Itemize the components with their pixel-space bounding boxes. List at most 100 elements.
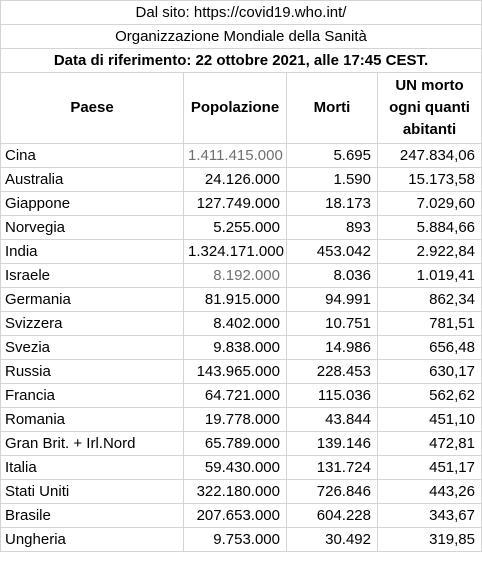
org-row: Organizzazione Mondiale della Sanità xyxy=(0,24,482,49)
source-row: Dal sito: https://covid19.who.int/ xyxy=(0,0,482,25)
deaths-cell[interactable]: 604.228 xyxy=(286,503,378,528)
population-cell[interactable]: 65.789.000 xyxy=(183,431,287,456)
deaths-cell[interactable]: 94.991 xyxy=(286,287,378,312)
ratio-cell[interactable]: 451,17 xyxy=(377,455,482,480)
deaths-cell[interactable]: 726.846 xyxy=(286,479,378,504)
deaths-cell[interactable]: 453.042 xyxy=(286,239,378,264)
ratio-cell[interactable]: 343,67 xyxy=(377,503,482,528)
population-cell[interactable]: 9.838.000 xyxy=(183,335,287,360)
reference-date-row: Data di riferimento: 22 ottobre 2021, al… xyxy=(0,48,482,73)
header-country[interactable]: Paese xyxy=(0,72,184,144)
deaths-cell[interactable]: 14.986 xyxy=(286,335,378,360)
ratio-cell[interactable]: 5.884,66 xyxy=(377,215,482,240)
header-ratio-line3: abitanti xyxy=(402,121,457,138)
deaths-cell[interactable]: 5.695 xyxy=(286,143,378,168)
population-cell[interactable]: 127.749.000 xyxy=(183,191,287,216)
ratio-cell[interactable]: 862,34 xyxy=(377,287,482,312)
ratio-cell[interactable]: 630,17 xyxy=(377,359,482,384)
deaths-cell[interactable]: 10.751 xyxy=(286,311,378,336)
country-cell[interactable]: Brasile xyxy=(0,503,184,528)
country-cell[interactable]: Italia xyxy=(0,455,184,480)
table-row: Svezia 9.838.000 14.986 656,48 xyxy=(0,335,482,360)
ratio-cell[interactable]: 319,85 xyxy=(377,527,482,552)
ratio-cell[interactable]: 656,48 xyxy=(377,335,482,360)
header-deaths[interactable]: Morti xyxy=(286,72,378,144)
table-row: Cina 1.411.415.000 5.695 247.834,06 xyxy=(0,143,482,168)
table-row: Germania 81.915.000 94.991 862,34 xyxy=(0,287,482,312)
deaths-cell[interactable]: 228.453 xyxy=(286,359,378,384)
org-cell[interactable]: Organizzazione Mondiale della Sanità xyxy=(0,24,482,49)
ratio-cell[interactable]: 1.019,41 xyxy=(377,263,482,288)
population-cell[interactable]: 24.126.000 xyxy=(183,167,287,192)
table-row: Ungheria 9.753.000 30.492 319,85 xyxy=(0,527,482,552)
population-cell[interactable]: 59.430.000 xyxy=(183,455,287,480)
deaths-cell[interactable]: 893 xyxy=(286,215,378,240)
table-row: Australia 24.126.000 1.590 15.173,58 xyxy=(0,167,482,192)
population-cell[interactable]: 8.402.000 xyxy=(183,311,287,336)
source-cell[interactable]: Dal sito: https://covid19.who.int/ xyxy=(0,0,482,25)
country-cell[interactable]: Germania xyxy=(0,287,184,312)
country-cell[interactable]: Gran Brit. + Irl.Nord xyxy=(0,431,184,456)
country-cell[interactable]: Romania xyxy=(0,407,184,432)
header-population[interactable]: Popolazione xyxy=(183,72,287,144)
table-row: Italia 59.430.000 131.724 451,17 xyxy=(0,455,482,480)
table-row: Norvegia 5.255.000 893 5.884,66 xyxy=(0,215,482,240)
table-row: India 1.324.171.000 453.042 2.922,84 xyxy=(0,239,482,264)
population-cell[interactable]: 322.180.000 xyxy=(183,479,287,504)
table-row: Israele 8.192.000 8.036 1.019,41 xyxy=(0,263,482,288)
country-cell[interactable]: Svezia xyxy=(0,335,184,360)
population-cell[interactable]: 64.721.000 xyxy=(183,383,287,408)
deaths-cell[interactable]: 30.492 xyxy=(286,527,378,552)
population-cell[interactable]: 81.915.000 xyxy=(183,287,287,312)
ratio-cell[interactable]: 472,81 xyxy=(377,431,482,456)
ratio-cell[interactable]: 7.029,60 xyxy=(377,191,482,216)
deaths-cell[interactable]: 115.036 xyxy=(286,383,378,408)
country-cell[interactable]: Norvegia xyxy=(0,215,184,240)
country-cell[interactable]: Russia xyxy=(0,359,184,384)
deaths-cell[interactable]: 18.173 xyxy=(286,191,378,216)
table-row: Gran Brit. + Irl.Nord 65.789.000 139.146 47… xyxy=(0,431,482,456)
table-row: Giappone 127.749.000 18.173 7.029,60 xyxy=(0,191,482,216)
population-cell[interactable]: 8.192.000 xyxy=(183,263,287,288)
ratio-cell[interactable]: 781,51 xyxy=(377,311,482,336)
country-cell[interactable]: India xyxy=(0,239,184,264)
country-cell[interactable]: Israele xyxy=(0,263,184,288)
country-cell[interactable]: Stati Uniti xyxy=(0,479,184,504)
deaths-cell[interactable]: 8.036 xyxy=(286,263,378,288)
country-cell[interactable]: Svizzera xyxy=(0,311,184,336)
ratio-cell[interactable]: 443,26 xyxy=(377,479,482,504)
table-row: Francia 64.721.000 115.036 562,62 xyxy=(0,383,482,408)
ratio-cell[interactable]: 247.834,06 xyxy=(377,143,482,168)
population-cell[interactable]: 143.965.000 xyxy=(183,359,287,384)
population-cell[interactable]: 1.411.415.000 xyxy=(183,143,287,168)
ratio-cell[interactable]: 562,62 xyxy=(377,383,482,408)
table-row: Brasile 207.653.000 604.228 343,67 xyxy=(0,503,482,528)
table-row: Stati Uniti 322.180.000 726.846 443,26 xyxy=(0,479,482,504)
header-ratio-line2: ogni quanti xyxy=(389,99,470,116)
reference-date-cell[interactable]: Data di riferimento: 22 ottobre 2021, al… xyxy=(0,48,482,73)
ratio-cell[interactable]: 2.922,84 xyxy=(377,239,482,264)
deaths-cell[interactable]: 131.724 xyxy=(286,455,378,480)
deaths-cell[interactable]: 1.590 xyxy=(286,167,378,192)
population-cell[interactable]: 5.255.000 xyxy=(183,215,287,240)
country-cell[interactable]: Australia xyxy=(0,167,184,192)
country-cell[interactable]: Francia xyxy=(0,383,184,408)
country-cell[interactable]: Ungheria xyxy=(0,527,184,552)
table-row: Russia 143.965.000 228.453 630,17 xyxy=(0,359,482,384)
deaths-cell[interactable]: 43.844 xyxy=(286,407,378,432)
table-row: Svizzera 8.402.000 10.751 781,51 xyxy=(0,311,482,336)
deaths-cell[interactable]: 139.146 xyxy=(286,431,378,456)
header-ratio[interactable]: UN morto ogni quanti abitanti xyxy=(377,72,482,144)
country-cell[interactable]: Giappone xyxy=(0,191,184,216)
population-cell[interactable]: 19.778.000 xyxy=(183,407,287,432)
country-cell[interactable]: Cina xyxy=(0,143,184,168)
population-cell[interactable]: 1.324.171.000 xyxy=(183,239,287,264)
population-cell[interactable]: 9.753.000 xyxy=(183,527,287,552)
header-ratio-line1: UN morto xyxy=(395,77,464,94)
ratio-cell[interactable]: 451,10 xyxy=(377,407,482,432)
ratio-cell[interactable]: 15.173,58 xyxy=(377,167,482,192)
population-cell[interactable]: 207.653.000 xyxy=(183,503,287,528)
covid-deaths-table: Dal sito: https://covid19.who.int/ Organ… xyxy=(0,0,482,552)
column-header-row: Paese Popolazione Morti UN morto ogni qu… xyxy=(0,72,482,144)
